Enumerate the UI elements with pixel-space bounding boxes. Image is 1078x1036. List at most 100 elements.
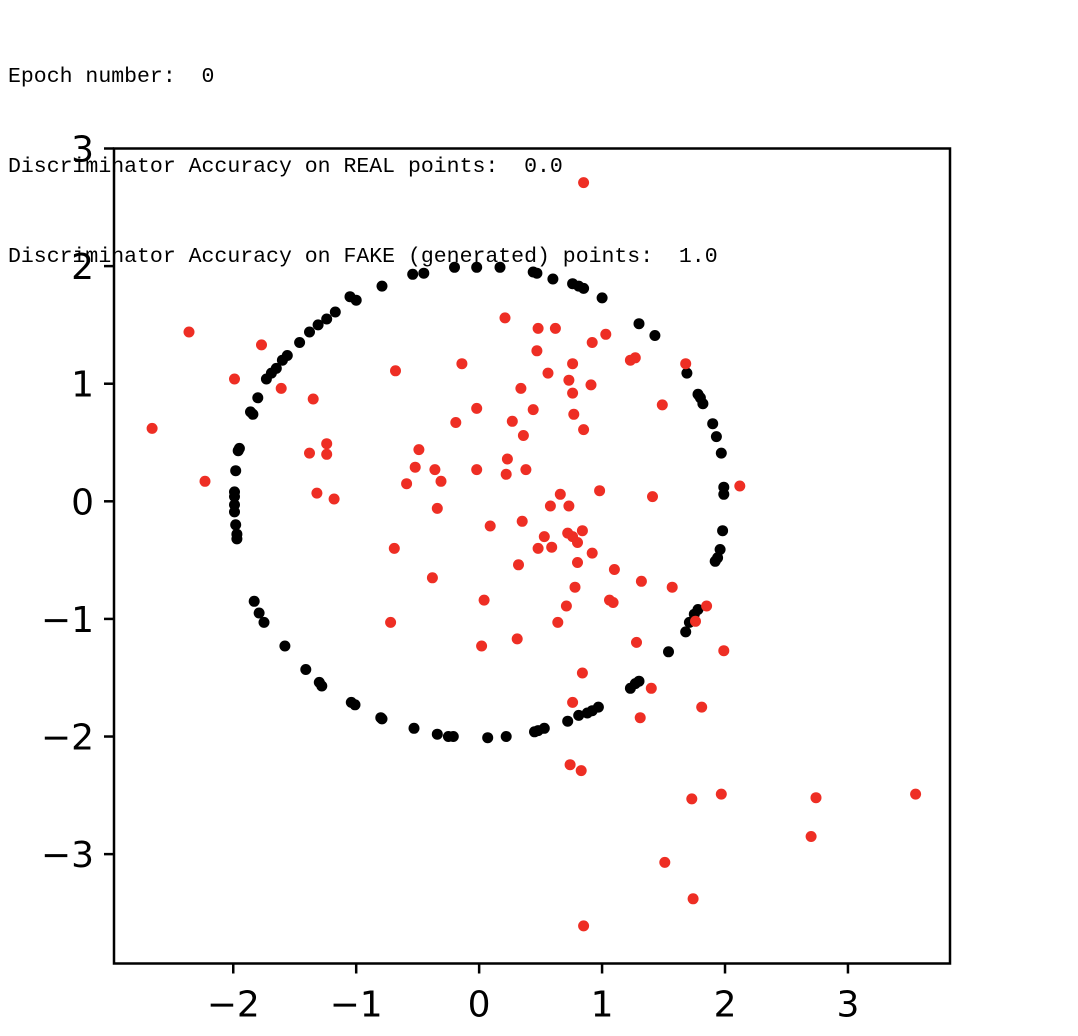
red-point-2	[146, 422, 158, 434]
red-point-47	[401, 478, 413, 490]
black-point-37	[316, 680, 328, 692]
red-point-7	[307, 393, 319, 405]
red-point-65	[513, 559, 524, 571]
red-point-20	[567, 358, 579, 370]
points-layer	[146, 177, 922, 932]
red-point-70	[666, 581, 678, 593]
red-point-55	[544, 500, 556, 512]
red-point-49	[431, 502, 443, 514]
output-log: Epoch number: 0 Discriminator Accuracy o…	[8, 2, 718, 302]
black-point-79	[596, 292, 608, 304]
black-point-0	[449, 261, 460, 273]
red-point-42	[500, 468, 512, 480]
black-point-11	[304, 326, 315, 338]
red-point-21	[563, 374, 575, 386]
red-point-94	[910, 788, 922, 800]
red-point-24	[585, 379, 597, 391]
black-point-51	[562, 715, 574, 727]
y-tick-label: 3	[71, 130, 94, 171]
black-point-31	[248, 595, 260, 607]
black-point-17	[260, 373, 272, 385]
red-point-44	[409, 461, 421, 473]
black-point-39	[349, 699, 361, 711]
red-point-82	[631, 636, 642, 648]
x-tick-label: −2	[207, 985, 260, 1026]
black-point-47	[500, 731, 512, 742]
red-point-74	[607, 597, 619, 608]
red-point-9	[321, 448, 333, 460]
black-point-8	[329, 306, 341, 318]
x-axis: −2 −1 0 1 2 3	[207, 963, 860, 1026]
red-point-31	[629, 352, 641, 364]
red-point-18	[531, 345, 543, 357]
black-point-32	[253, 607, 265, 619]
red-point-89	[564, 759, 576, 771]
x-tick-label: 3	[837, 985, 860, 1026]
red-point-84	[576, 667, 588, 679]
plot-frame	[112, 147, 952, 965]
black-point-2	[494, 261, 506, 273]
red-point-75	[478, 594, 490, 606]
y-tick-label: 0	[71, 482, 94, 523]
red-point-4	[229, 373, 240, 385]
y-tick-label: −2	[41, 718, 94, 759]
y-tick-label: 2	[71, 247, 94, 288]
red-point-64	[572, 557, 583, 568]
black-point-28	[230, 519, 242, 531]
red-point-56	[554, 488, 566, 500]
red-point-25	[567, 387, 579, 399]
red-point-15	[499, 312, 511, 324]
red-point-35	[734, 480, 746, 492]
red-point-12	[328, 493, 340, 505]
black-point-66	[714, 544, 726, 555]
red-point-91	[686, 793, 698, 805]
black-point-5	[376, 280, 388, 292]
red-point-95	[805, 831, 817, 842]
black-point-52	[573, 709, 585, 721]
red-point-52	[538, 531, 550, 543]
black-point-82	[567, 278, 579, 290]
black-point-34	[279, 640, 291, 652]
black-point-59	[663, 646, 674, 658]
red-point-96	[659, 856, 671, 868]
red-point-71	[569, 581, 581, 593]
black-point-46	[482, 732, 494, 744]
black-point-4	[418, 267, 430, 279]
black-point-35	[300, 664, 312, 675]
red-point-6	[199, 475, 211, 487]
black-point-7	[344, 291, 356, 303]
red-point-63	[586, 547, 598, 559]
red-point-97	[687, 893, 699, 905]
x-tick-label: 1	[591, 985, 614, 1026]
red-point-26	[515, 382, 527, 394]
red-point-28	[568, 408, 580, 420]
red-point-0	[578, 177, 590, 189]
red-point-14	[456, 358, 468, 370]
black-point-60	[680, 626, 692, 638]
red-point-69	[635, 575, 647, 587]
red-point-40	[501, 453, 513, 465]
black-point-67	[717, 525, 729, 537]
red-point-58	[594, 485, 606, 497]
red-point-50	[484, 520, 496, 532]
red-point-68	[608, 564, 620, 575]
black-point-22	[232, 445, 244, 457]
red-point-88	[696, 701, 708, 713]
red-point-67	[426, 572, 438, 584]
black-point-20	[247, 408, 259, 420]
red-point-5	[275, 382, 287, 394]
epoch-line: Epoch number: 0	[8, 65, 215, 89]
red-point-79	[701, 600, 713, 612]
black-point-72	[707, 418, 719, 430]
fake-accuracy-line: Discriminator Accuracy on FAKE (generate…	[8, 245, 718, 269]
black-point-83	[547, 273, 559, 285]
red-point-90	[575, 765, 587, 777]
red-point-39	[517, 430, 529, 441]
x-tick-label: 0	[468, 985, 491, 1026]
red-point-86	[567, 696, 579, 708]
red-point-87	[634, 712, 646, 724]
red-point-80	[476, 640, 488, 652]
black-point-76	[681, 367, 693, 379]
red-point-77	[385, 616, 397, 628]
